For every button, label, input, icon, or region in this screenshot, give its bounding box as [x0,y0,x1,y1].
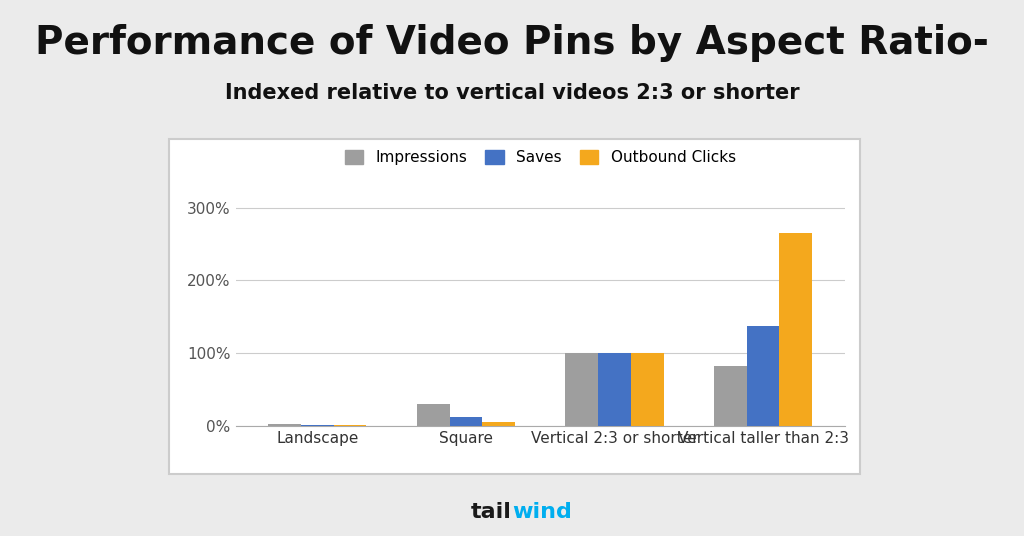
Bar [746,325,779,426]
Text: Performance of Video Pins by Aspect Ratio-: Performance of Video Pins by Aspect Rati… [35,24,989,62]
Bar [417,404,450,426]
Text: Indexed relative to vertical videos 2:3 or shorter: Indexed relative to vertical videos 2:3 … [224,83,800,103]
Bar [779,233,812,426]
Bar [450,418,482,426]
Bar [714,367,746,426]
Text: wind: wind [512,502,571,522]
Bar [598,353,631,426]
Text: tail: tail [471,502,512,522]
Bar [482,422,515,426]
Bar [631,353,664,426]
Bar [565,353,598,426]
Bar [268,424,301,426]
Legend: Impressions, Saves, Outbound Clicks: Impressions, Saves, Outbound Clicks [337,143,743,173]
